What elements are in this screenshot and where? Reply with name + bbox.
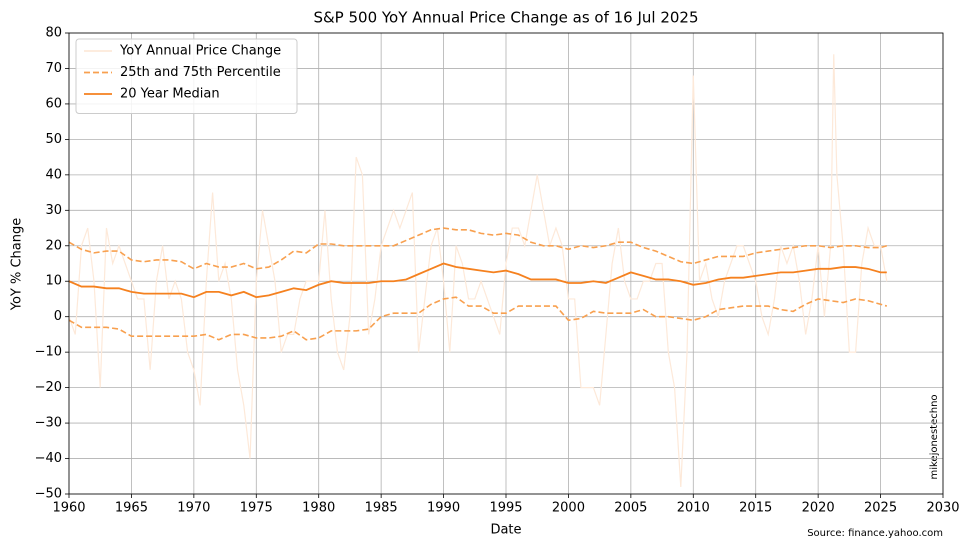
y-tick-label: 10 [45, 274, 62, 289]
legend-label: 25th and 75th Percentile [120, 65, 281, 80]
y-tick-label: −30 [35, 416, 62, 431]
y-tick-label: 60 [45, 96, 62, 111]
series-line [69, 296, 888, 341]
x-tick-label: 2015 [739, 501, 772, 516]
chart-title: S&P 500 YoY Annual Price Change as of 16… [313, 9, 698, 27]
x-tick-label: 1975 [240, 501, 273, 516]
y-axis-label: YoY % Change [10, 218, 25, 312]
x-tick-label: 1980 [302, 501, 335, 516]
watermark: mikejonestechno [929, 394, 940, 479]
series-line [69, 54, 888, 487]
x-tick-label: 1990 [427, 501, 460, 516]
y-tick-label: 0 [54, 309, 62, 324]
x-tick-label: 2000 [552, 501, 585, 516]
x-tick-label: 1985 [365, 501, 398, 516]
series-line [69, 262, 887, 299]
x-tick-label: 1995 [489, 501, 522, 516]
series-line [69, 227, 888, 270]
y-tick-label: 80 [45, 26, 62, 41]
x-tick-label: 2010 [677, 501, 710, 516]
y-tick-label: 70 [45, 61, 62, 76]
x-tick-label: 1970 [177, 501, 210, 516]
legend-label: YoY Annual Price Change [119, 44, 281, 59]
legend-box [75, 38, 298, 114]
y-tick-label: −10 [35, 345, 62, 360]
y-tick-label: −40 [35, 451, 62, 466]
y-tick-label: 40 [45, 167, 62, 182]
y-tick-label: −50 [35, 487, 62, 502]
x-tick-label: 2005 [614, 501, 647, 516]
plot-frame [68, 32, 944, 495]
x-tick-label: 2030 [926, 501, 959, 516]
x-tick-label: 2020 [802, 501, 835, 516]
y-tick-label: 20 [45, 238, 62, 253]
x-tick-label: 1965 [115, 501, 148, 516]
y-tick-label: −20 [35, 380, 62, 395]
x-tick-label: 2025 [864, 501, 897, 516]
y-tick-label: 50 [45, 132, 62, 147]
x-tick-label: 1960 [52, 501, 85, 516]
source-note: Source: finance.yahoo.com [807, 528, 943, 539]
y-tick-label: 30 [45, 203, 62, 218]
x-axis-label: Date [490, 523, 521, 538]
legend-label: 20 Year Median [120, 87, 220, 102]
